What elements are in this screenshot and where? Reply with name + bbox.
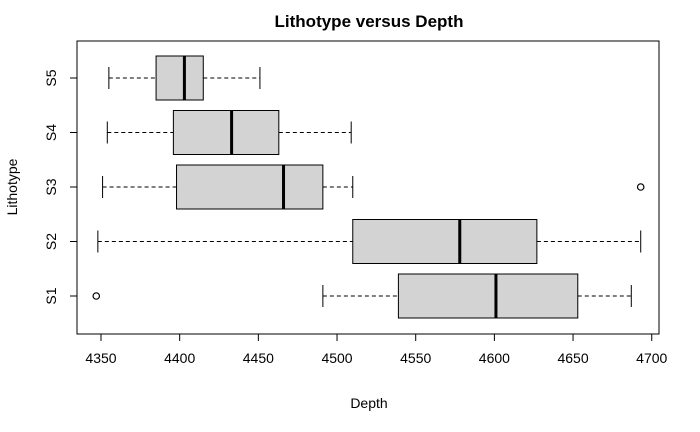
x-axis: 4350 4400 4450 4500 4550 4600 4650 4700 [85,333,668,366]
iqr-box [352,219,538,264]
outlier-point [636,183,645,191]
iqr-box [176,164,324,210]
iqr-box [172,110,280,155]
y-tick-label: S3 [43,178,59,195]
x-tick-label: 4450 [243,350,274,366]
y-axis-label: Lithotype [4,158,20,215]
box-s2 [97,219,642,264]
iqr-box [397,273,579,319]
box-s3 [102,164,645,210]
x-axis-label: Depth [350,395,387,411]
boxes [92,55,645,319]
y-axis: S1 S2 S3 S4 S5 [43,69,78,305]
y-tick-label: S4 [43,124,59,141]
y-tick-label: S1 [43,287,59,304]
box-s4 [106,110,352,155]
box-s1 [92,273,632,319]
chart-title: Lithotype versus Depth [275,12,464,31]
y-tick-label: S2 [43,233,59,250]
x-tick-label: 4400 [164,350,195,366]
x-tick-label: 4350 [85,350,116,366]
x-tick-label: 4650 [557,350,588,366]
box-s5 [108,55,261,101]
x-tick-label: 4500 [321,350,352,366]
x-tick-label: 4700 [636,350,667,366]
y-tick-label: S5 [43,69,59,86]
outlier-point [92,292,101,300]
x-tick-label: 4600 [479,350,510,366]
iqr-box [155,55,204,101]
x-tick-label: 4550 [400,350,431,366]
